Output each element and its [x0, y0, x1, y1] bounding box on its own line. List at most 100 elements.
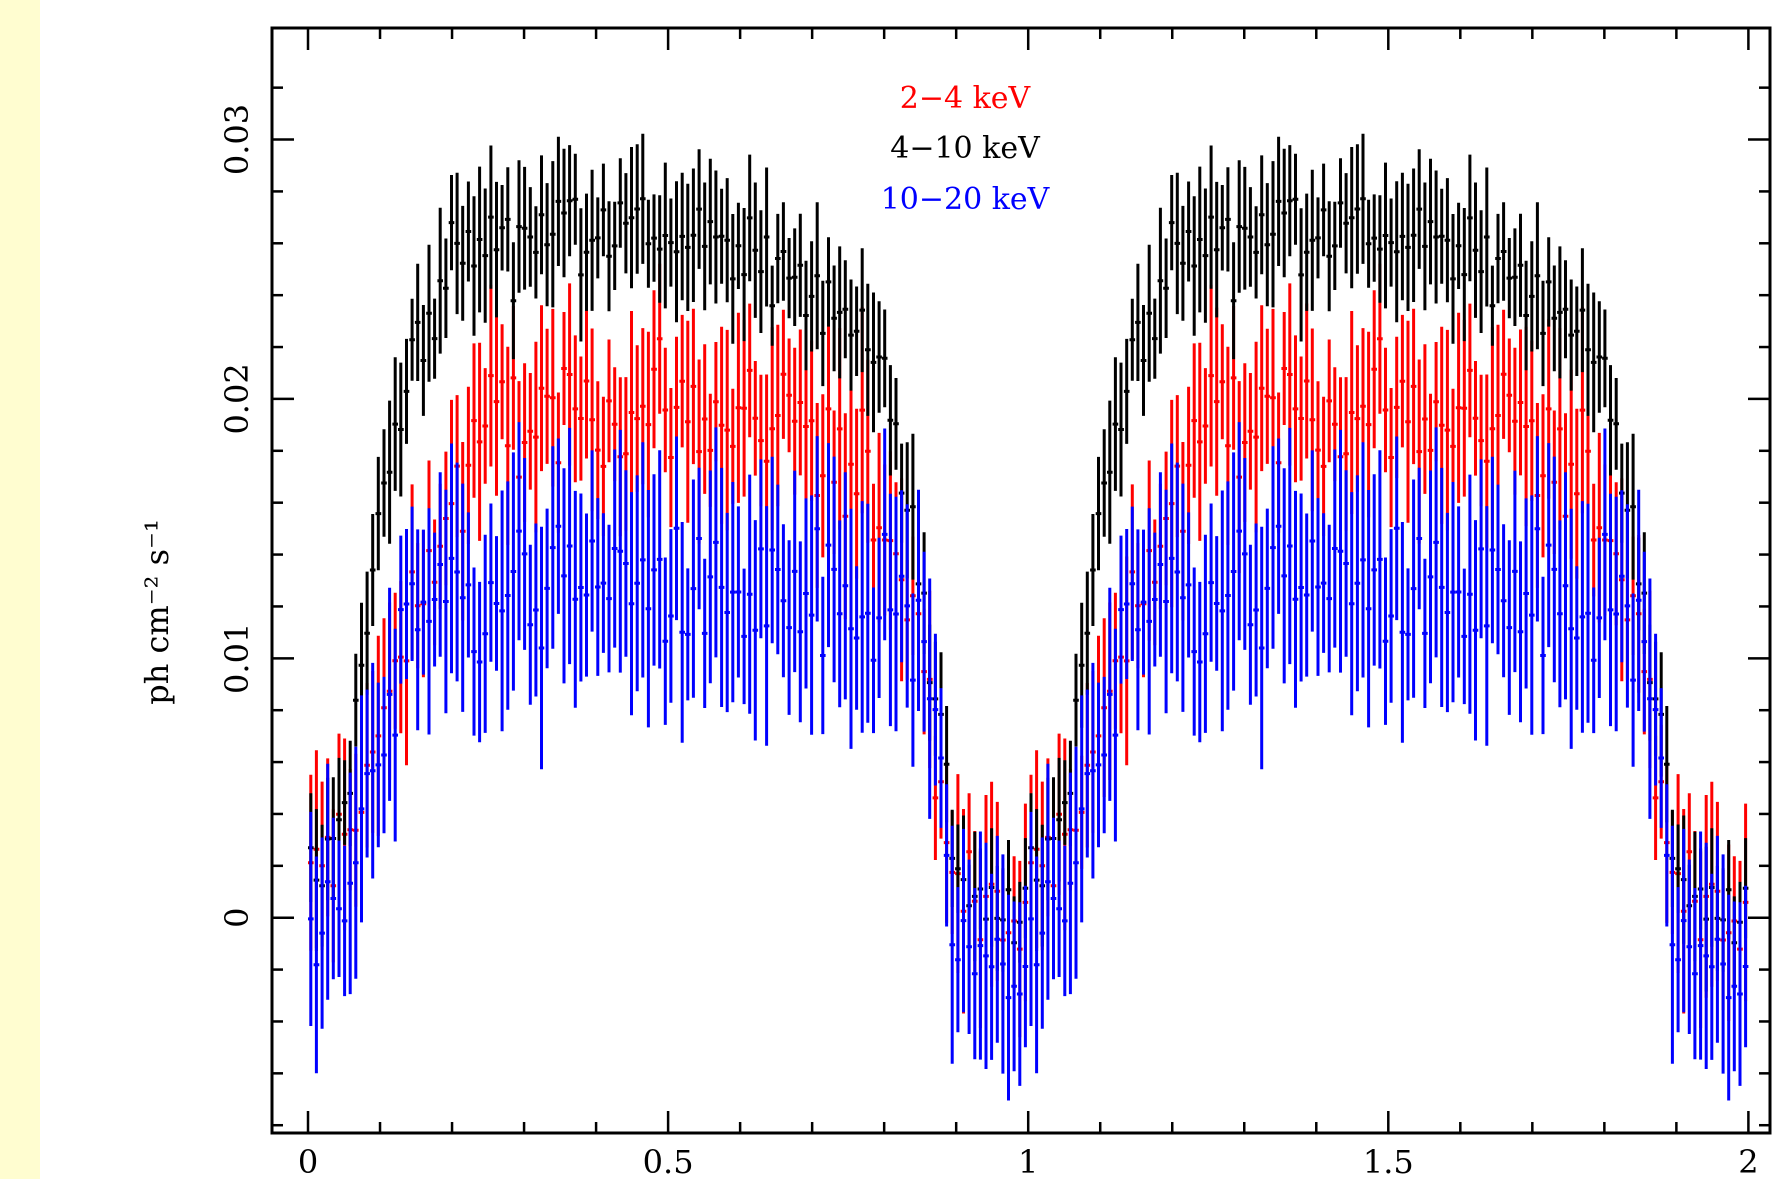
- data-point: [1467, 154, 1473, 282]
- data-point: [1033, 856, 1040, 1074]
- data-point: [955, 887, 961, 1033]
- data-point: [1309, 450, 1316, 632]
- data-point: [392, 628, 398, 842]
- data-point: [1247, 187, 1254, 287]
- data-point: [1590, 292, 1597, 433]
- data-point: [1619, 490, 1625, 663]
- data-point: [1135, 263, 1141, 381]
- data-point: [364, 689, 370, 858]
- data-point: [1197, 166, 1203, 313]
- data-point: [1467, 474, 1473, 714]
- data-point: [1320, 163, 1327, 257]
- data-point: [983, 842, 989, 1069]
- data-point: [651, 474, 657, 666]
- data-point: [1500, 309, 1507, 439]
- data-point: [386, 400, 393, 544]
- data-point: [1399, 172, 1406, 301]
- data-point: [623, 173, 629, 274]
- data-point: [448, 443, 455, 674]
- data-point: [448, 175, 455, 271]
- data-point: [786, 238, 792, 319]
- data-point: [718, 467, 725, 707]
- data-point: [645, 490, 652, 728]
- data-point: [414, 529, 421, 731]
- data-point: [606, 339, 612, 463]
- data-point: [1202, 368, 1209, 484]
- data-point: [1489, 265, 1496, 346]
- data-point: [1275, 438, 1282, 614]
- data-point: [797, 213, 804, 317]
- data-point: [459, 205, 466, 321]
- data-point: [409, 506, 415, 661]
- data-point: [775, 484, 781, 655]
- data-point: [1174, 172, 1181, 315]
- data-point: [398, 362, 404, 497]
- data-point: [583, 303, 590, 459]
- data-point: [454, 462, 460, 682]
- data-point: [549, 446, 556, 649]
- data-point: [1405, 320, 1411, 523]
- data-point: [1315, 498, 1321, 676]
- data-point: [431, 532, 438, 667]
- data-point: [836, 520, 843, 708]
- data-point: [1225, 481, 1231, 710]
- data-point: [369, 514, 376, 626]
- data-point: [1197, 581, 1203, 743]
- data-point: [1354, 345, 1361, 492]
- data-point: [499, 324, 505, 440]
- data-point: [381, 429, 387, 537]
- data-point: [398, 535, 404, 684]
- data-point: [471, 567, 477, 736]
- data-point: [1405, 183, 1411, 311]
- data-point: [763, 167, 770, 307]
- data-point: [988, 873, 995, 1060]
- data-point: [1686, 859, 1693, 1034]
- data-point: [493, 181, 500, 318]
- data-point: [1191, 567, 1197, 736]
- data-point: [1365, 199, 1372, 288]
- data-point: [1388, 529, 1394, 703]
- data-point: [1258, 526, 1265, 770]
- data-point: [1011, 901, 1017, 1072]
- data-point: [1416, 149, 1423, 269]
- data-point: [488, 145, 494, 289]
- data-point: [1180, 205, 1186, 321]
- data-point: [1579, 501, 1586, 733]
- data-point: [690, 479, 697, 698]
- data-point: [808, 340, 815, 501]
- data-point: [1427, 158, 1434, 285]
- data-point: [893, 378, 899, 470]
- data-point: [859, 501, 865, 733]
- data-point: [1264, 328, 1271, 464]
- data-point: [595, 197, 601, 279]
- data-point: [476, 342, 483, 541]
- data-point: [572, 335, 579, 483]
- data-point: [544, 328, 550, 464]
- data-point: [1219, 324, 1226, 440]
- data-point: [831, 265, 837, 372]
- data-point: [566, 145, 573, 257]
- data-point: [1377, 450, 1383, 669]
- data-point: [898, 490, 905, 663]
- data-point: [1152, 298, 1158, 379]
- data-point: [870, 483, 877, 597]
- y-tick-label: 0.03: [218, 104, 256, 175]
- data-point: [887, 365, 894, 476]
- x-tick-label: 2: [1738, 1143, 1758, 1179]
- data-point: [1545, 443, 1552, 648]
- data-point: [1230, 452, 1237, 691]
- data-point: [1365, 490, 1372, 728]
- data-point: [611, 449, 618, 648]
- data-point: [1303, 193, 1310, 311]
- data-point: [876, 537, 882, 698]
- data-point: [1410, 479, 1417, 698]
- data-point: [808, 495, 815, 735]
- data-point: [454, 172, 460, 315]
- data-point: [1506, 338, 1513, 453]
- data-point: [510, 242, 517, 360]
- data-point: [482, 534, 489, 733]
- data-point: [763, 506, 770, 746]
- data-point: [1675, 887, 1681, 1033]
- data-point: [1174, 462, 1181, 682]
